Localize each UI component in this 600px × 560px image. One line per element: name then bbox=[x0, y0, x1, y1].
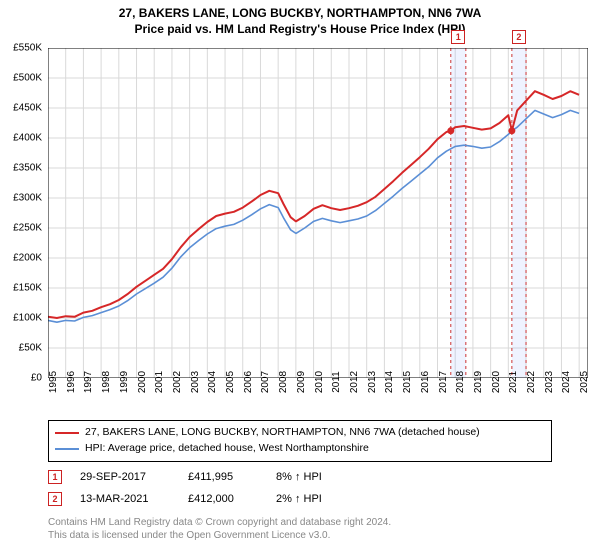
xtick-label: 2015 bbox=[402, 371, 413, 393]
legend-label-hpi: HPI: Average price, detached house, West… bbox=[85, 441, 369, 457]
xtick-label: 2009 bbox=[296, 371, 307, 393]
xtick-label: 2002 bbox=[172, 371, 183, 393]
xtick-label: 2021 bbox=[508, 371, 519, 393]
xtick-label: 2017 bbox=[438, 371, 449, 393]
footer: Contains HM Land Registry data © Crown c… bbox=[48, 516, 391, 542]
xtick-label: 2025 bbox=[579, 371, 590, 393]
ytick-label: £0 bbox=[2, 373, 42, 384]
footer-line-2: This data is licensed under the Open Gov… bbox=[48, 529, 391, 542]
legend-row-property: 27, BAKERS LANE, LONG BUCKBY, NORTHAMPTO… bbox=[55, 425, 545, 441]
ytick-label: £400K bbox=[2, 133, 42, 144]
xtick-label: 2016 bbox=[420, 371, 431, 393]
band-marker-1: 1 bbox=[451, 30, 465, 44]
transaction-date-1: 29-SEP-2017 bbox=[80, 471, 170, 483]
chart-container: 27, BAKERS LANE, LONG BUCKBY, NORTHAMPTO… bbox=[0, 0, 600, 560]
xtick-label: 2022 bbox=[526, 371, 537, 393]
title-block: 27, BAKERS LANE, LONG BUCKBY, NORTHAMPTO… bbox=[0, 0, 600, 37]
transaction-price-2: £412,000 bbox=[188, 493, 258, 505]
transaction-row-2: 2 13-MAR-2021 £412,000 2% ↑ HPI bbox=[48, 488, 356, 510]
legend-label-property: 27, BAKERS LANE, LONG BUCKBY, NORTHAMPTO… bbox=[85, 425, 480, 441]
xtick-label: 2013 bbox=[367, 371, 378, 393]
xtick-label: 1995 bbox=[48, 371, 59, 393]
xtick-label: 2005 bbox=[225, 371, 236, 393]
title-subtitle: Price paid vs. HM Land Registry's House … bbox=[0, 22, 600, 38]
xtick-label: 2010 bbox=[314, 371, 325, 393]
xtick-label: 1998 bbox=[101, 371, 112, 393]
xtick-label: 2007 bbox=[260, 371, 271, 393]
transaction-marker-2: 2 bbox=[48, 492, 62, 506]
ytick-label: £100K bbox=[2, 313, 42, 324]
xtick-label: 2001 bbox=[154, 371, 165, 393]
legend-swatch-property bbox=[55, 432, 79, 434]
title-address: 27, BAKERS LANE, LONG BUCKBY, NORTHAMPTO… bbox=[0, 6, 600, 22]
ytick-label: £250K bbox=[2, 223, 42, 234]
ytick-label: £350K bbox=[2, 163, 42, 174]
legend: 27, BAKERS LANE, LONG BUCKBY, NORTHAMPTO… bbox=[48, 420, 552, 462]
xtick-label: 2011 bbox=[331, 371, 342, 393]
chart-area: £0£50K£100K£150K£200K£250K£300K£350K£400… bbox=[48, 48, 588, 378]
transaction-row-1: 1 29-SEP-2017 £411,995 8% ↑ HPI bbox=[48, 466, 356, 488]
xtick-label: 2000 bbox=[137, 371, 148, 393]
band-marker-2: 2 bbox=[512, 30, 526, 44]
ytick-label: £300K bbox=[2, 193, 42, 204]
xtick-label: 2012 bbox=[349, 371, 360, 393]
footer-line-1: Contains HM Land Registry data © Crown c… bbox=[48, 516, 391, 529]
transaction-pct-1: 8% ↑ HPI bbox=[276, 471, 356, 483]
ytick-label: £500K bbox=[2, 73, 42, 84]
transactions-table: 1 29-SEP-2017 £411,995 8% ↑ HPI 2 13-MAR… bbox=[48, 466, 356, 510]
ytick-label: £450K bbox=[2, 103, 42, 114]
xtick-label: 2024 bbox=[561, 371, 572, 393]
transaction-date-2: 13-MAR-2021 bbox=[80, 493, 170, 505]
ytick-label: £50K bbox=[2, 343, 42, 354]
transaction-price-1: £411,995 bbox=[188, 471, 258, 483]
xtick-label: 1999 bbox=[119, 371, 130, 393]
legend-row-hpi: HPI: Average price, detached house, West… bbox=[55, 441, 545, 457]
xtick-label: 2019 bbox=[473, 371, 484, 393]
ytick-label: £550K bbox=[2, 43, 42, 54]
xtick-label: 2020 bbox=[491, 371, 502, 393]
transaction-pct-2: 2% ↑ HPI bbox=[276, 493, 356, 505]
transaction-marker-1: 1 bbox=[48, 470, 62, 484]
xtick-label: 2006 bbox=[243, 371, 254, 393]
xtick-label: 2004 bbox=[207, 371, 218, 393]
legend-swatch-hpi bbox=[55, 448, 79, 450]
xtick-label: 1996 bbox=[66, 371, 77, 393]
xtick-label: 2003 bbox=[190, 371, 201, 393]
xtick-label: 2014 bbox=[384, 371, 395, 393]
ytick-label: £150K bbox=[2, 283, 42, 294]
xtick-label: 2023 bbox=[544, 371, 555, 393]
ytick-label: £200K bbox=[2, 253, 42, 264]
xtick-label: 1997 bbox=[83, 371, 94, 393]
chart-svg bbox=[48, 48, 588, 378]
xtick-label: 2018 bbox=[455, 371, 466, 393]
xtick-label: 2008 bbox=[278, 371, 289, 393]
